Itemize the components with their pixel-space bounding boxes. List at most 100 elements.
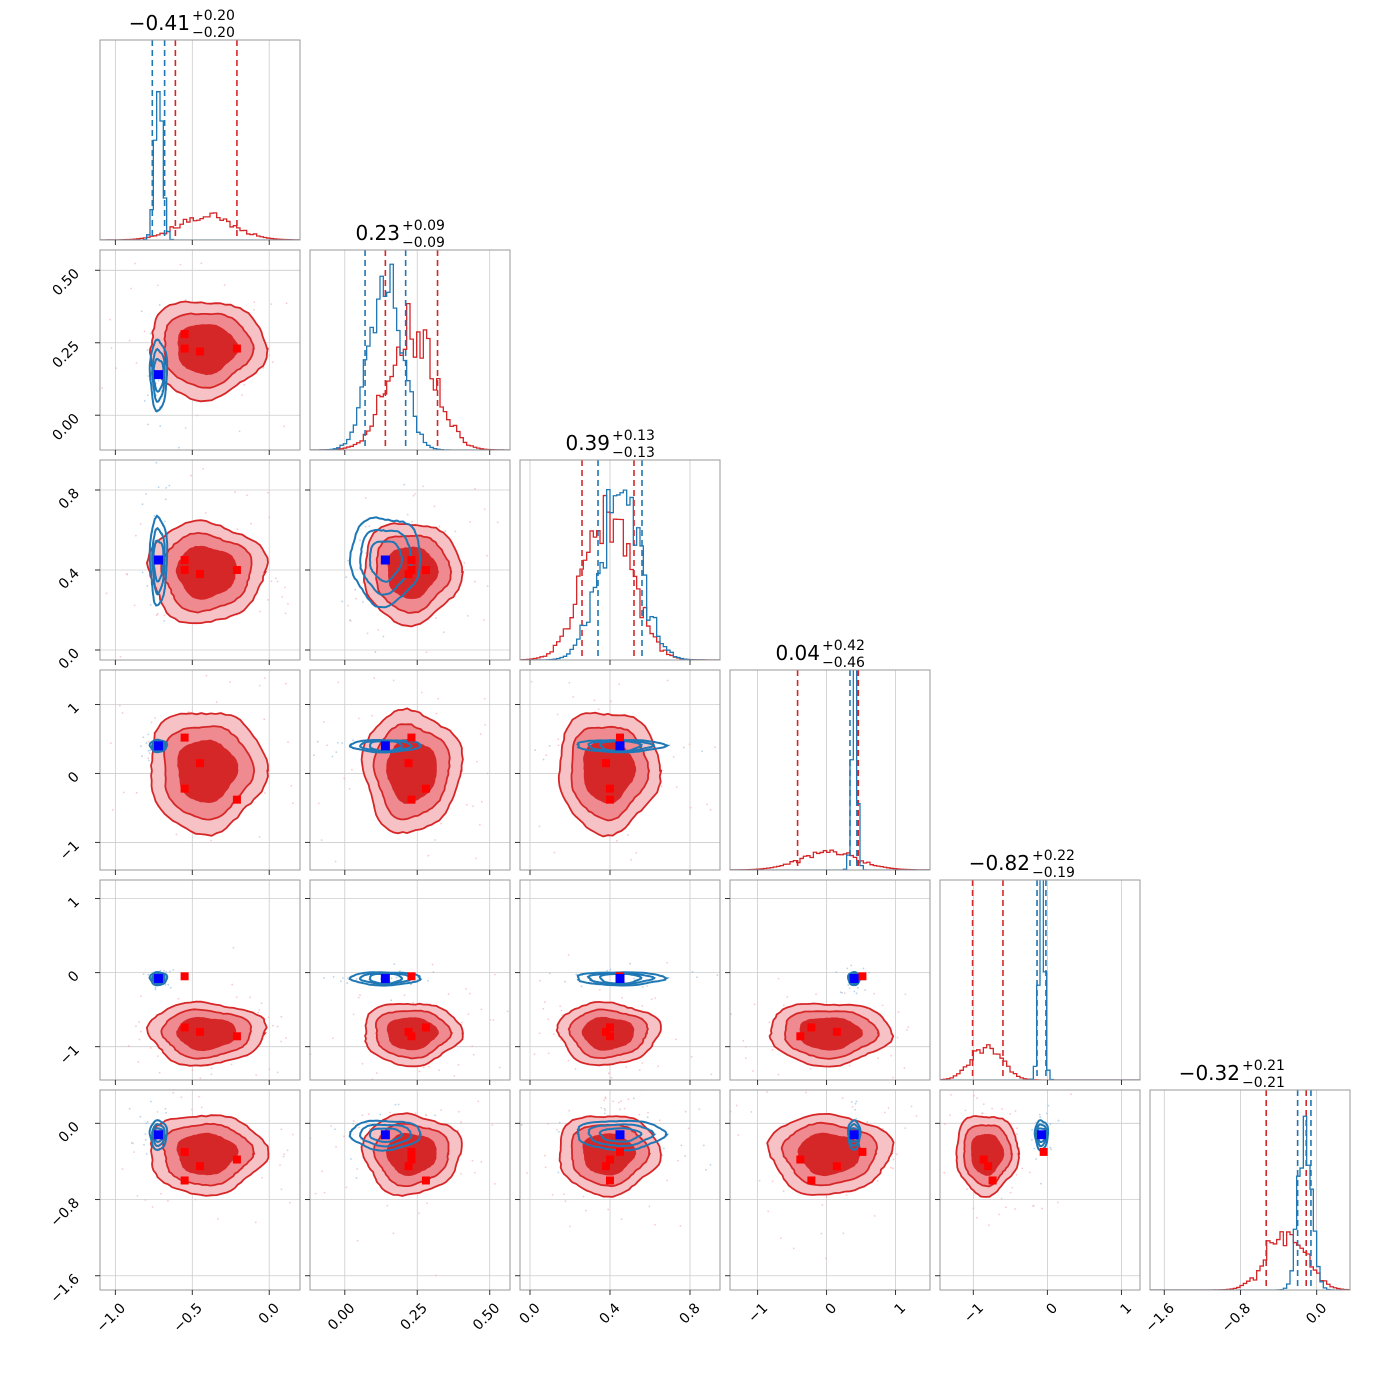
- y-tick-label: 0.00: [49, 411, 82, 444]
- red-sample-point: [267, 1016, 270, 1019]
- red-sample-point: [121, 712, 124, 714]
- red-sample-point: [561, 1014, 564, 1017]
- blue-contour-level-1: [358, 1123, 414, 1148]
- red-sample-point: [279, 1164, 281, 1166]
- blue-sample-point: [603, 1112, 606, 1115]
- blue-sample-point: [345, 576, 348, 579]
- param-title-2: 0.39: [565, 431, 610, 455]
- red-marker: [180, 733, 189, 742]
- red-sample-point: [163, 614, 166, 617]
- blue-sample-point: [702, 1144, 705, 1147]
- red-sample-point: [347, 604, 349, 607]
- red-sample-point: [457, 1110, 460, 1113]
- red-marker: [606, 1032, 614, 1041]
- blue-sample-point: [158, 304, 161, 306]
- param-title-5: −0.32: [1179, 1061, 1240, 1085]
- red-sample-point: [450, 872, 452, 874]
- blue-sample-point: [348, 619, 351, 621]
- red-marker: [196, 1162, 204, 1171]
- red-sample-point: [393, 1086, 395, 1088]
- red-sample-point: [618, 683, 621, 686]
- red-sample-point: [1015, 1173, 1018, 1176]
- red-sample-point: [677, 1159, 679, 1162]
- red-sample-point: [265, 903, 267, 905]
- red-sample-point: [654, 997, 657, 999]
- histogram-panel-2: 0.39 +0.13−0.13: [519, 428, 721, 665]
- blue-sample-point: [853, 990, 856, 993]
- panel-frame: [519, 1089, 721, 1291]
- red-marker: [180, 330, 189, 339]
- red-marker: [196, 347, 204, 356]
- red-sample-point: [555, 1128, 558, 1131]
- y-tick-label: 0.50: [49, 266, 82, 299]
- red-contour-level-2: [970, 1133, 1005, 1176]
- blue-marker: [153, 1130, 163, 1140]
- red-sample-point: [603, 1099, 606, 1102]
- red-sample-point: [805, 1091, 807, 1094]
- red-sample-point: [274, 1080, 276, 1082]
- red-sample-point: [942, 1005, 944, 1007]
- red-sample-point: [109, 318, 111, 321]
- blue-sample-point: [846, 967, 849, 970]
- blue-contour-level-1: [359, 528, 413, 596]
- red-sample-point: [792, 1247, 795, 1250]
- red-marker: [232, 566, 241, 574]
- blue-sample-point: [359, 539, 361, 542]
- red-sample-point: [975, 1216, 978, 1219]
- blue-sample-point: [680, 1144, 683, 1147]
- red-sample-point: [625, 1066, 628, 1068]
- red-sample-point: [848, 987, 851, 990]
- red-marker: [180, 556, 189, 564]
- panel-frame: [309, 669, 511, 871]
- red-sample-point: [205, 674, 208, 677]
- red-sample-point: [230, 1063, 233, 1066]
- red-sample-point: [735, 1104, 738, 1107]
- blue-contour-level-0: [148, 1118, 169, 1152]
- blue-contour-level-0: [348, 516, 422, 609]
- blue-contour-level-0: [148, 514, 169, 607]
- y-tick-label: −0.8: [47, 1195, 82, 1230]
- x-tick-label: −1: [745, 1300, 771, 1326]
- red-marker: [180, 566, 189, 574]
- red-sample-point: [873, 1215, 876, 1217]
- x-tick-label: 0.00: [325, 1300, 358, 1333]
- red-sample-point: [280, 1015, 283, 1018]
- red-sample-point: [679, 1225, 682, 1227]
- contour-panel-4-3: [725, 879, 944, 1085]
- red-sample-point: [489, 1018, 491, 1021]
- red-sample-point: [709, 808, 712, 811]
- contour-panel-3-2: [515, 669, 721, 875]
- red-sample-point: [155, 614, 158, 616]
- red-marker: [796, 1032, 805, 1041]
- red-sample-point: [484, 723, 487, 726]
- red-sample-point: [320, 839, 323, 841]
- red-sample-point: [553, 851, 556, 854]
- blue-sample-point: [160, 457, 162, 459]
- red-marker: [407, 972, 416, 981]
- red-sample-point: [456, 1129, 459, 1132]
- red-sample-point: [767, 1210, 770, 1213]
- red-sample-point: [122, 791, 125, 794]
- red-sample-point: [134, 534, 137, 537]
- red-sample-point: [690, 1055, 693, 1058]
- red-sample-point: [137, 460, 139, 462]
- red-sample-point: [368, 525, 371, 528]
- red-sample-point: [243, 383, 246, 386]
- red-sample-point: [653, 873, 655, 875]
- red-sample-point: [1021, 1167, 1024, 1170]
- blue-sample-point: [854, 1102, 857, 1105]
- red-sample-point: [81, 470, 83, 472]
- blue-sample-point: [374, 651, 377, 653]
- contour-panel-2-1: [305, 459, 511, 665]
- red-marker: [407, 795, 416, 804]
- red-sample-point: [280, 1040, 283, 1043]
- red-sample-point: [187, 711, 190, 713]
- red-sample-point: [326, 771, 328, 773]
- red-sample-point: [305, 600, 307, 602]
- param-title-0: −0.41: [129, 11, 190, 35]
- blue-sample-point: [139, 1115, 142, 1118]
- red-sample-point: [486, 554, 488, 557]
- red-sample-point: [438, 525, 441, 528]
- red-sample-point: [301, 352, 303, 354]
- blue-sample-point: [165, 971, 167, 973]
